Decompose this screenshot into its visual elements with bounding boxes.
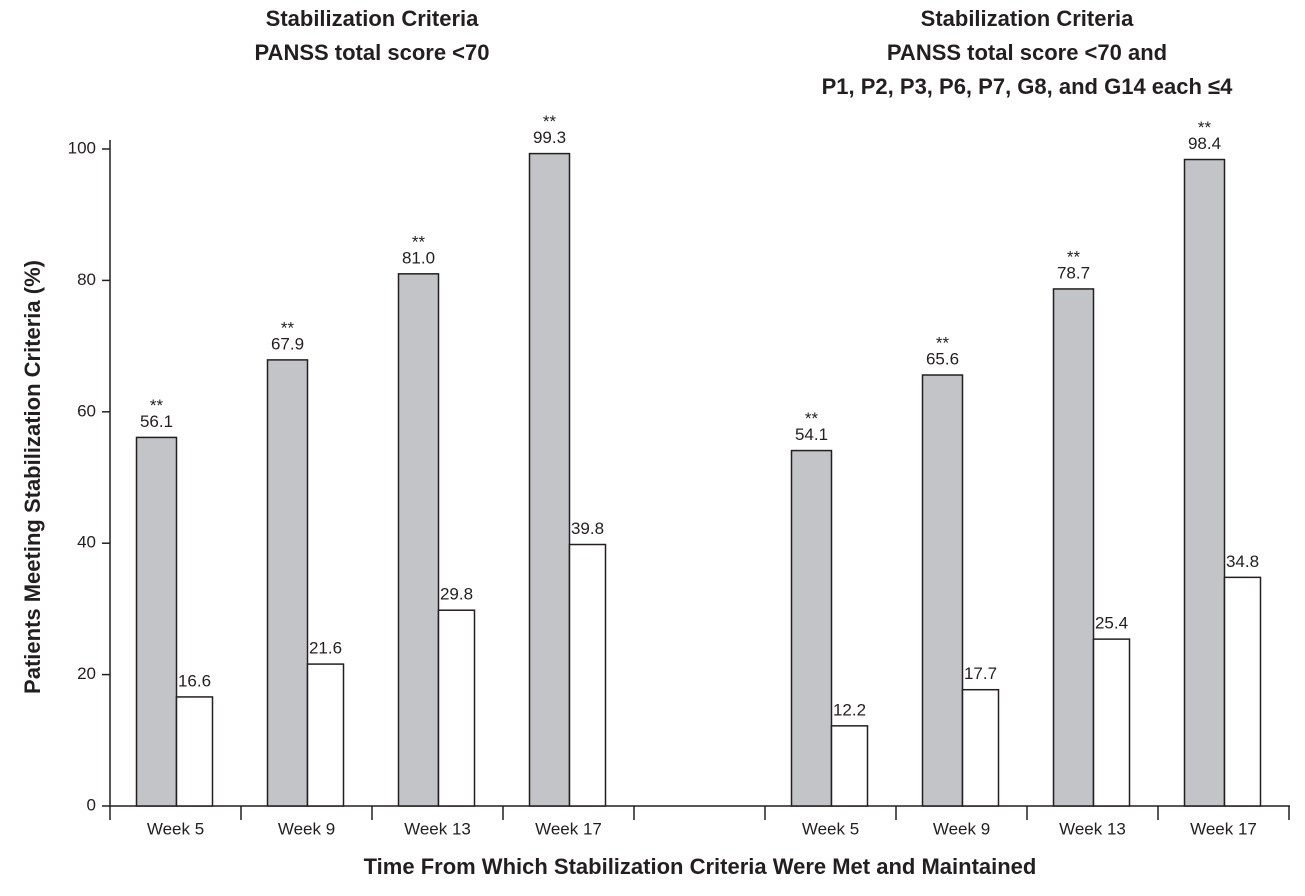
bar bbox=[1052, 288, 1095, 807]
x-tick-label: Week 13 bbox=[1059, 819, 1126, 838]
value-label: 25.4 bbox=[1095, 614, 1128, 633]
bar bbox=[1092, 638, 1131, 807]
significance-marker: ** bbox=[281, 318, 295, 337]
bar bbox=[830, 725, 869, 807]
value-label: 29.8 bbox=[440, 585, 473, 604]
y-tick-label: 100 bbox=[68, 138, 96, 157]
value-label: 78.7 bbox=[1057, 263, 1090, 282]
significance-marker: ** bbox=[805, 409, 819, 428]
significance-marker: ** bbox=[150, 396, 164, 415]
y-tick-label: 20 bbox=[77, 664, 96, 683]
value-label: 99.3 bbox=[533, 128, 566, 147]
bar bbox=[437, 609, 476, 807]
value-label: 81.0 bbox=[402, 248, 435, 267]
value-label: 67.9 bbox=[271, 334, 304, 353]
x-tick-label: Week 9 bbox=[278, 819, 335, 838]
bar bbox=[568, 543, 607, 807]
bar bbox=[921, 374, 964, 807]
value-label: 54.1 bbox=[795, 425, 828, 444]
bar bbox=[397, 273, 440, 807]
y-tick-label: 0 bbox=[87, 795, 96, 814]
bar bbox=[135, 436, 178, 807]
bar bbox=[1223, 576, 1262, 807]
value-label: 21.6 bbox=[309, 639, 342, 658]
bar bbox=[961, 688, 1000, 807]
bar bbox=[306, 663, 345, 807]
x-axis-title: Time From Which Stabilization Criteria W… bbox=[364, 854, 1037, 879]
value-label: 56.1 bbox=[140, 412, 173, 431]
significance-marker: ** bbox=[412, 232, 426, 251]
significance-marker: ** bbox=[1067, 247, 1081, 266]
x-tick-label: Week 17 bbox=[535, 819, 602, 838]
bar bbox=[790, 449, 833, 807]
x-tick-label: Week 13 bbox=[404, 819, 471, 838]
x-tick-label: Week 5 bbox=[802, 819, 859, 838]
panel-title: P1, P2, P3, P6, P7, G8, and G14 each ≤4 bbox=[822, 74, 1233, 99]
value-label: 34.8 bbox=[1226, 552, 1259, 571]
value-label: 12.2 bbox=[833, 700, 866, 719]
y-tick-label: 40 bbox=[77, 533, 96, 552]
bar bbox=[266, 359, 309, 807]
value-label: 65.6 bbox=[926, 349, 959, 368]
x-tick-label: Week 9 bbox=[933, 819, 990, 838]
y-axis-title: Patients Meeting Stabilization Criteria … bbox=[20, 260, 45, 694]
significance-marker: ** bbox=[936, 333, 950, 352]
y-tick-label: 60 bbox=[77, 401, 96, 420]
x-tick-label: Week 5 bbox=[147, 819, 204, 838]
significance-marker: ** bbox=[1198, 118, 1212, 137]
panel-title: PANSS total score <70 and bbox=[887, 40, 1167, 65]
value-label: 17.7 bbox=[964, 664, 997, 683]
significance-marker: ** bbox=[543, 112, 557, 131]
bar bbox=[175, 696, 214, 807]
x-tick-label: Week 17 bbox=[1190, 819, 1257, 838]
panel-title: Stabilization Criteria bbox=[266, 6, 479, 31]
bar bbox=[528, 152, 571, 807]
value-label: 16.6 bbox=[178, 671, 211, 690]
bar bbox=[1183, 158, 1226, 807]
y-tick-label: 80 bbox=[77, 270, 96, 289]
value-label: 39.8 bbox=[571, 519, 604, 538]
value-label: 98.4 bbox=[1188, 134, 1221, 153]
panel-title: Stabilization Criteria bbox=[921, 6, 1134, 31]
panel-title: PANSS total score <70 bbox=[255, 40, 490, 65]
